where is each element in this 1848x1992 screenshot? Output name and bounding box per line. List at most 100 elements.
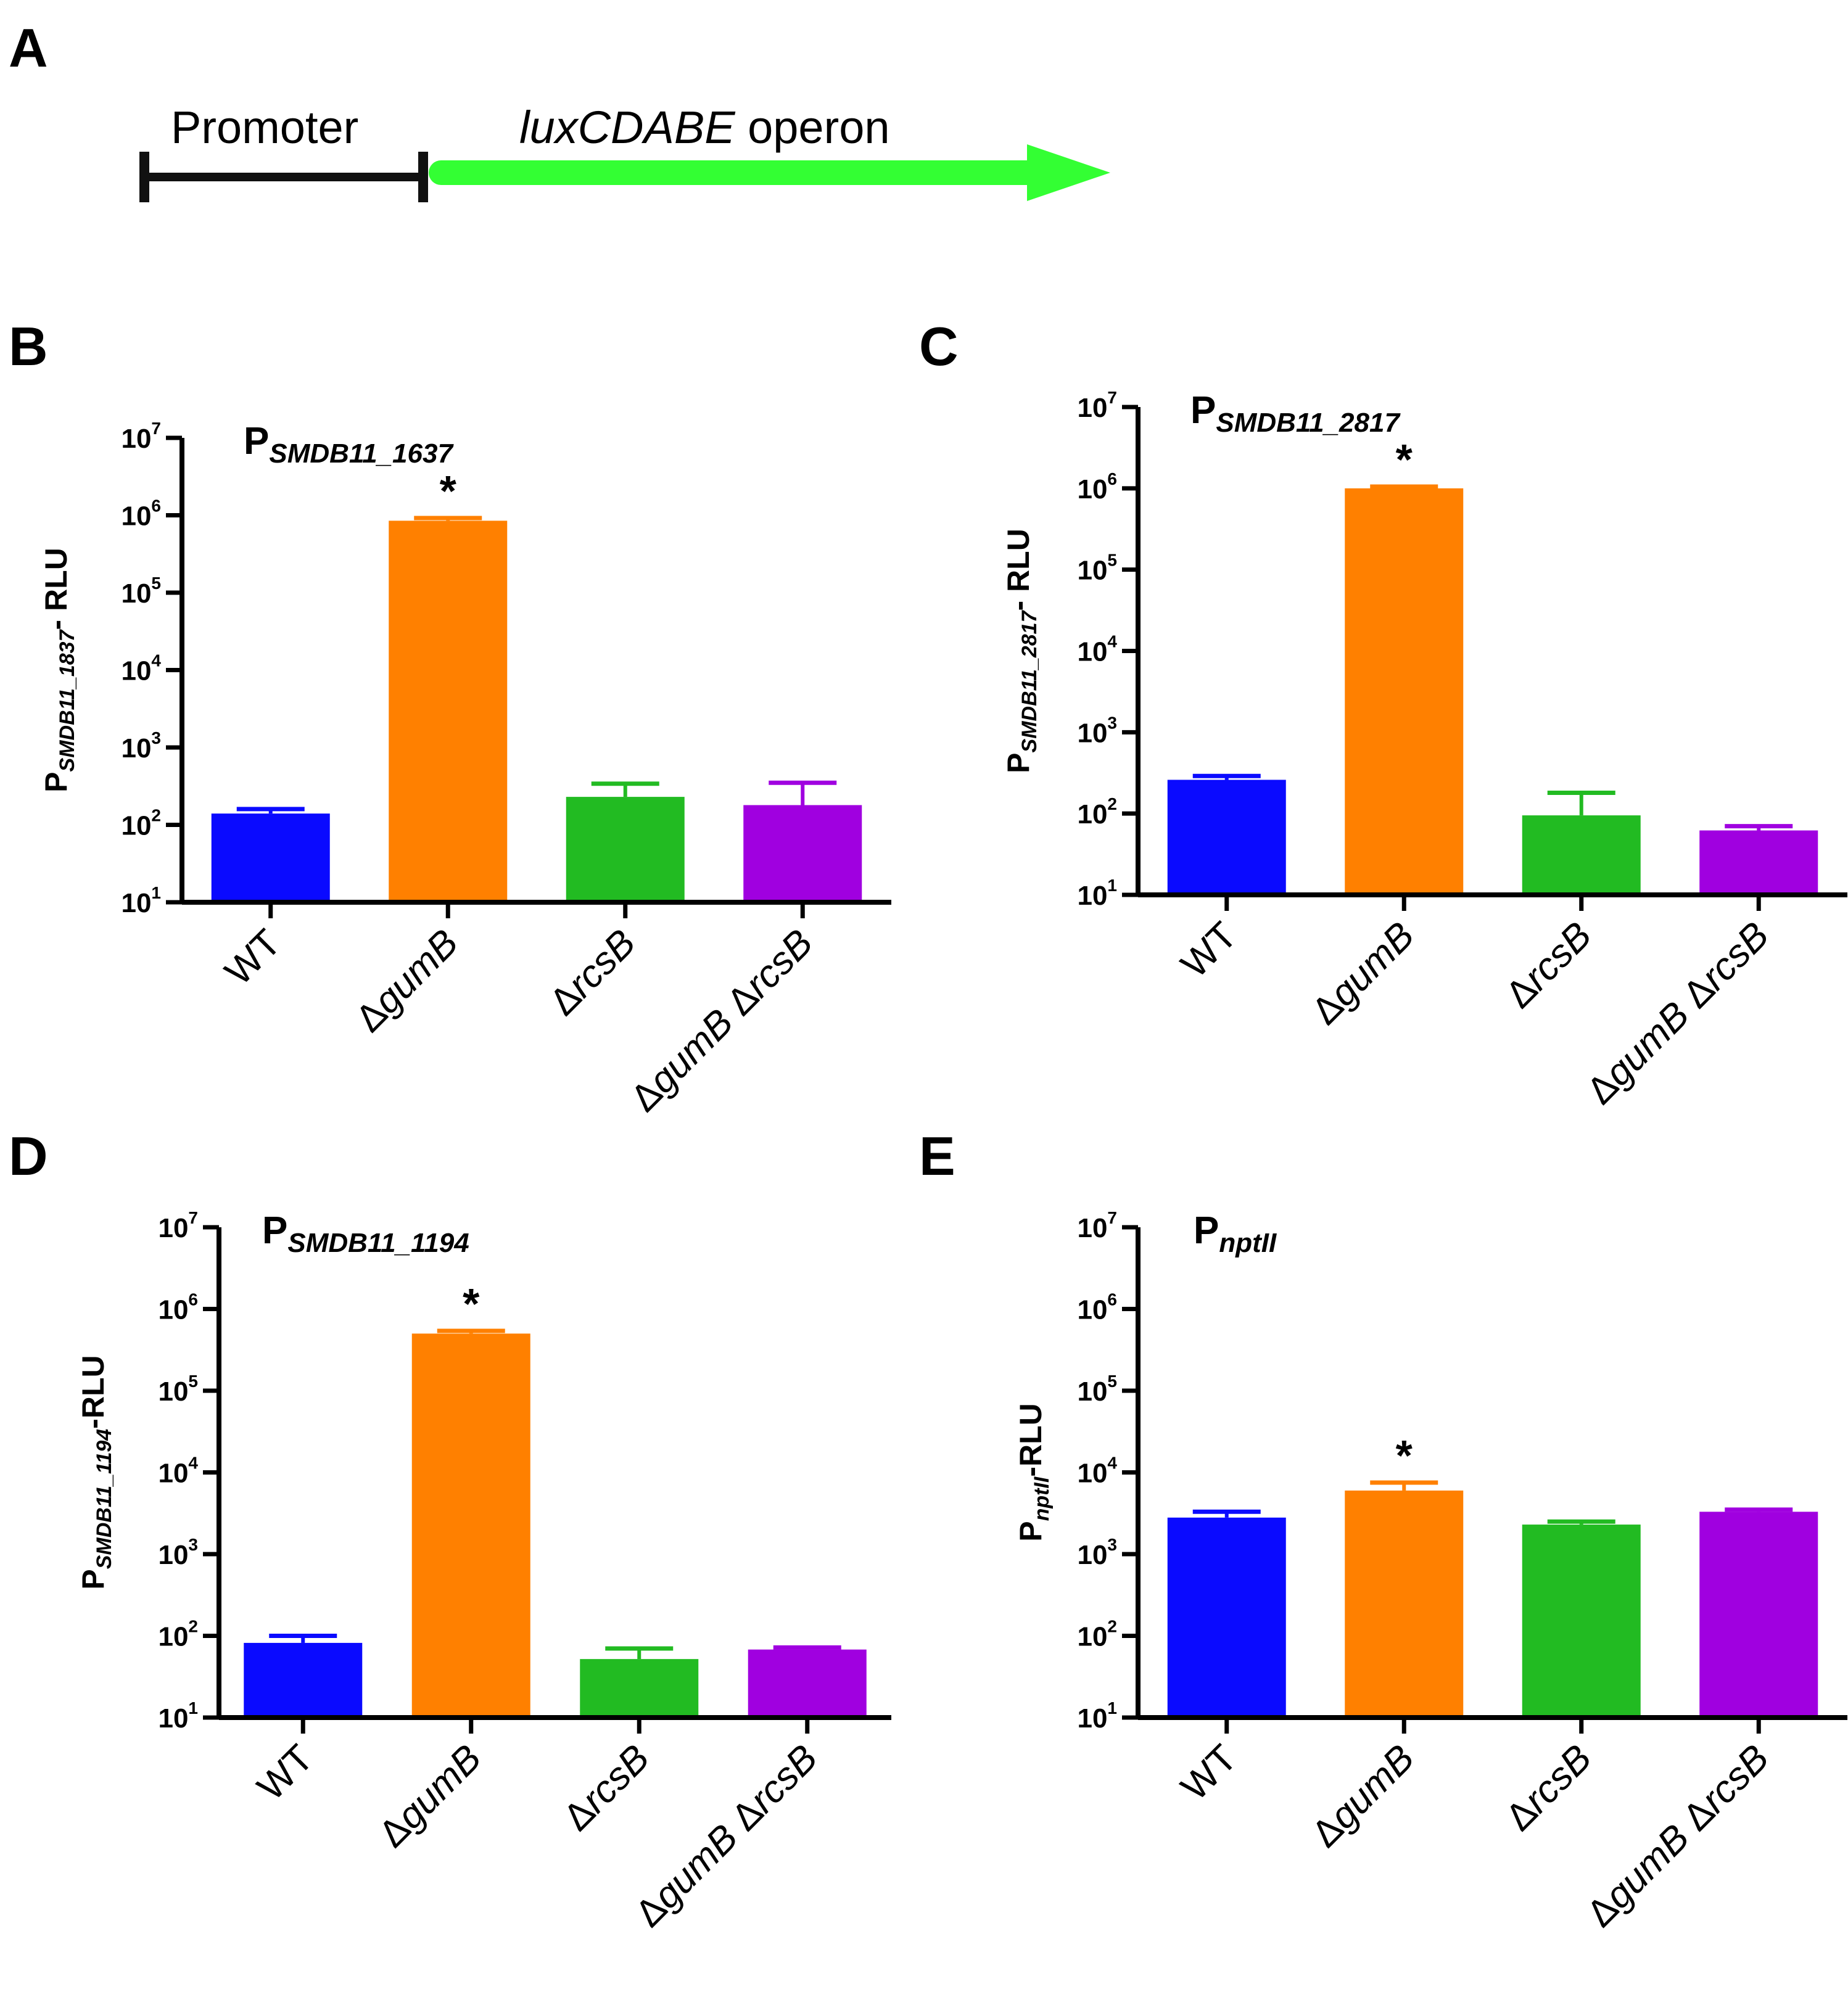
bar-c-0 (1167, 780, 1286, 895)
y-tick-base: 10 (158, 1377, 188, 1407)
y-tick-exponent: 2 (188, 1617, 198, 1636)
y-tick-exponent: 4 (188, 1454, 198, 1473)
y-tick-base: 10 (158, 1459, 188, 1489)
y-tick-exponent: 1 (1107, 876, 1117, 895)
y-tick-exponent: 3 (151, 728, 161, 747)
y-tick-label-b-3: 104 (121, 651, 161, 686)
bar-c-3 (1699, 830, 1818, 895)
operon-label: luxCDABE operon (519, 102, 890, 153)
y-label-rest: -RLU (76, 1355, 110, 1428)
promoter-label: Promoter (171, 102, 358, 153)
y-tick-label-e-0: 101 (1077, 1698, 1117, 1734)
panel-label-c: C (919, 316, 959, 377)
y-tick-base: 10 (158, 1622, 188, 1652)
y-tick-base: 10 (1077, 718, 1107, 748)
operon-arrow (429, 144, 1110, 201)
significance-star-e-1: * (1396, 1431, 1413, 1480)
y-label-rest: - RLU (1001, 529, 1036, 611)
operon-label-italic: luxCDABE (519, 102, 736, 153)
y-tick-exponent: 6 (151, 496, 161, 516)
y-tick-exponent: 3 (1107, 713, 1117, 732)
y-tick-label-b-2: 103 (121, 728, 161, 763)
bar-b-2 (566, 797, 685, 902)
y-tick-exponent: 7 (1107, 388, 1117, 407)
chart-title-subscript: SMDB11_1194 (287, 1228, 469, 1258)
y-tick-exponent: 2 (1107, 794, 1117, 813)
y-tick-base: 10 (1077, 1459, 1107, 1489)
promoter-diagram: Promoter luxCDABE operon (139, 102, 1110, 202)
y-tick-base: 10 (121, 888, 151, 918)
y-tick-label-c-1: 102 (1077, 794, 1117, 829)
chart-title-main: P (244, 420, 269, 463)
y-tick-base: 10 (1077, 799, 1107, 829)
y-tick-base: 10 (1077, 393, 1107, 423)
y-tick-base: 10 (1077, 1703, 1107, 1734)
y-tick-label-c-5: 106 (1077, 469, 1117, 504)
y-tick-base: 10 (1077, 1377, 1107, 1407)
bar-d-1 (411, 1333, 530, 1718)
y-tick-base: 10 (121, 501, 151, 532)
y-tick-base: 10 (1077, 637, 1107, 667)
y-tick-base: 10 (1077, 1295, 1107, 1325)
bar-c-2 (1522, 815, 1641, 895)
y-tick-label-c-4: 105 (1077, 551, 1117, 586)
chart-title-subscript: SMDB11_1637 (269, 438, 454, 469)
y-label-subscript: nptII (1030, 1476, 1054, 1521)
y-tick-label-b-5: 106 (121, 496, 161, 532)
chart-title-main: P (262, 1209, 287, 1252)
y-tick-label-d-1: 102 (158, 1617, 198, 1652)
y-tick-base: 10 (158, 1703, 188, 1734)
y-tick-exponent: 5 (151, 574, 161, 593)
y-tick-exponent: 5 (1107, 551, 1117, 570)
y-tick-label-d-3: 104 (158, 1454, 198, 1489)
y-label-main: P (39, 772, 73, 792)
chart-title-d: PSMDB11_1194 (262, 1209, 469, 1258)
bar-b-1 (389, 521, 508, 902)
y-tick-label-e-2: 103 (1077, 1535, 1117, 1570)
y-label-subscript: SMDB11_1194 (93, 1429, 116, 1570)
y-tick-label-e-6: 107 (1077, 1208, 1117, 1243)
chart-title-b: PSMDB11_1637 (244, 420, 454, 469)
bar-e-1 (1345, 1490, 1464, 1718)
y-label-main: P (1013, 1521, 1048, 1541)
y-axis-label-d: PSMDB11_1194-RLU (76, 1355, 116, 1589)
operon-label-rest: operon (735, 102, 890, 153)
y-tick-base: 10 (1077, 881, 1107, 911)
y-tick-label-c-3: 104 (1077, 632, 1117, 667)
significance-star-c-1: * (1396, 435, 1413, 484)
bar-e-2 (1522, 1525, 1641, 1718)
y-tick-base: 10 (121, 733, 151, 763)
y-tick-label-d-6: 107 (158, 1208, 198, 1243)
y-tick-label-c-6: 107 (1077, 388, 1117, 423)
y-tick-exponent: 2 (1107, 1617, 1117, 1636)
y-tick-exponent: 5 (188, 1372, 198, 1391)
y-tick-base: 10 (1077, 474, 1107, 504)
significance-star-d-1: * (463, 1280, 480, 1328)
y-tick-exponent: 3 (1107, 1535, 1117, 1554)
panel-label-e: E (919, 1126, 955, 1187)
y-tick-label-d-4: 105 (158, 1372, 198, 1407)
y-tick-base: 10 (121, 578, 151, 609)
chart-title-main: P (1190, 389, 1216, 432)
bar-c-1 (1345, 488, 1464, 895)
panel-label-d: D (9, 1126, 48, 1187)
y-label-rest: - RLU (39, 548, 73, 630)
y-tick-label-b-1: 102 (121, 806, 161, 841)
chart-title-subscript: nptII (1219, 1228, 1277, 1258)
y-tick-exponent: 4 (151, 651, 161, 670)
y-tick-exponent: 5 (1107, 1372, 1117, 1391)
y-tick-exponent: 7 (188, 1208, 198, 1227)
bar-d-0 (244, 1642, 363, 1718)
y-label-subscript: SMDB11_2817 (1018, 609, 1041, 752)
bar-e-0 (1167, 1517, 1286, 1718)
y-tick-exponent: 4 (1107, 632, 1117, 651)
y-axis-label-c: PSMDB11_2817- RLU (1001, 529, 1041, 773)
y-tick-exponent: 1 (188, 1698, 198, 1718)
y-tick-exponent: 1 (1107, 1698, 1117, 1718)
y-tick-exponent: 7 (151, 419, 161, 438)
bar-d-3 (748, 1649, 867, 1718)
bar-b-3 (743, 805, 862, 902)
bar-d-2 (580, 1659, 699, 1718)
y-tick-label-d-5: 106 (158, 1290, 198, 1325)
